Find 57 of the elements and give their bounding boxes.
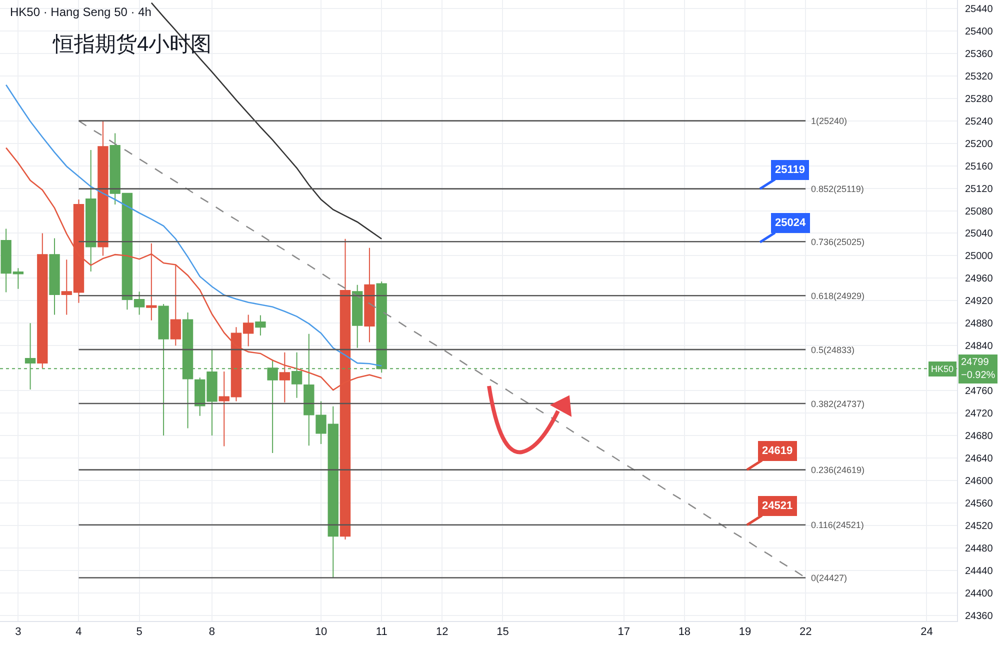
annotation: 24619 <box>762 445 793 457</box>
y-tick-label: 25400 <box>965 26 994 38</box>
series-label: 0.236(24619) <box>811 465 865 475</box>
y-tick-label: 25080 <box>965 206 994 218</box>
y-tick-label: 24360 <box>965 610 994 622</box>
y-tick-label: 24640 <box>965 454 994 465</box>
y-tick-label: 24880 <box>965 318 994 330</box>
y-tick-label: 25360 <box>965 48 994 60</box>
series-label: 0(24427) <box>811 573 848 583</box>
y-tick-label: 24560 <box>965 498 994 510</box>
x-tick-label: 10 <box>314 626 328 638</box>
y-tick-label: 25120 <box>965 184 994 195</box>
y-tick-label: 24840 <box>965 341 994 352</box>
x-tick-label: 11 <box>376 626 388 638</box>
x-tick-label: 4 <box>76 626 82 638</box>
x-tick-label: 18 <box>678 626 691 638</box>
series-label: 0.618(24929) <box>811 291 865 301</box>
series-label: 0.116(24521) <box>811 520 864 530</box>
text: 恒指期货4小时图 <box>52 33 212 56</box>
x-tick-label: 5 <box>136 626 142 638</box>
y-tick-label: 25040 <box>965 228 994 240</box>
x-tick-label: 19 <box>738 626 752 638</box>
y-tick-label: 24760 <box>965 386 994 398</box>
y-tick-label: 24440 <box>965 566 994 577</box>
series-label: 0.736(25025) <box>811 237 865 247</box>
x-tick-label: 12 <box>436 626 448 638</box>
y-tick-label: 25320 <box>965 71 994 82</box>
x-tick-label: 17 <box>618 626 630 638</box>
x-tick-label: 8 <box>208 626 216 638</box>
x-tick-label: 15 <box>496 626 509 638</box>
y-tick-label: 24920 <box>965 296 994 308</box>
y-tick-label: 24720 <box>965 408 994 420</box>
series-label: 0.852(25119) <box>811 184 864 194</box>
y-tick-label: 24680 <box>965 431 994 442</box>
y-tick-label: 24960 <box>965 274 994 285</box>
y-tick-label: 25200 <box>965 138 994 150</box>
y-tick-label: 25280 <box>965 94 994 105</box>
y-tick-label: 25240 <box>965 116 994 128</box>
y-tick-label: 25000 <box>965 251 994 262</box>
series-label: 0.382(24737) <box>811 399 865 409</box>
y-tick-label: 25440 <box>965 4 994 15</box>
series-label: 0.5(24833) <box>811 345 855 355</box>
x-tick-label: 22 <box>799 626 812 638</box>
y-tick-label: 24400 <box>965 588 994 600</box>
annotation: 25024 <box>775 217 806 229</box>
y-tick-label: 25160 <box>965 161 994 172</box>
annotation: 24521 <box>762 500 793 512</box>
x-tick-label: 3 <box>15 626 22 638</box>
x-tick-label: 24 <box>920 626 933 638</box>
y-tick-label: 24480 <box>965 543 994 554</box>
ref-line-label: HK50 <box>931 364 954 374</box>
text: 24799 −0.92% <box>961 357 996 381</box>
series-label: 1(25240) <box>811 116 848 126</box>
chart-subtitle: HK50 · Hang Seng 50 · 4h <box>10 5 152 19</box>
y-tick-label: 24520 <box>965 520 994 532</box>
annotation: 25119 <box>775 164 805 176</box>
y-tick-label: 24600 <box>965 476 994 487</box>
